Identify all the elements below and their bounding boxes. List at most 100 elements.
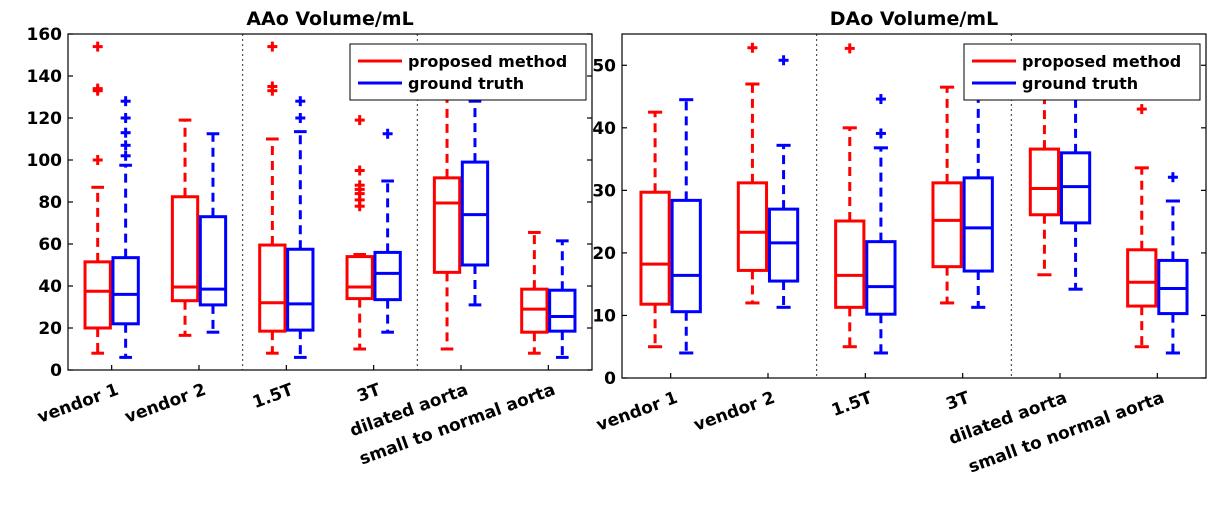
box-iqr bbox=[931, 181, 963, 269]
outlier-marker bbox=[92, 155, 103, 165]
outlier-marker bbox=[92, 83, 103, 94]
box-3 bbox=[834, 43, 866, 349]
legend-box bbox=[349, 43, 587, 101]
x-tick-label: 3T bbox=[944, 388, 973, 415]
chart-title: AAo Volume/mL bbox=[246, 8, 413, 30]
box-4 bbox=[373, 128, 402, 334]
box-1 bbox=[111, 96, 140, 359]
box-iqr bbox=[548, 288, 577, 333]
legend-label: ground truth bbox=[1022, 74, 1138, 93]
box-6 bbox=[1126, 104, 1158, 349]
box-3 bbox=[258, 41, 287, 355]
y-tick-label: 20 bbox=[592, 244, 616, 264]
outlier-marker bbox=[747, 42, 758, 53]
box-2 bbox=[736, 42, 769, 305]
box-1 bbox=[639, 110, 671, 349]
box-iqr bbox=[520, 287, 549, 334]
box-6 bbox=[548, 239, 577, 359]
x-tick-label: vendor 1 bbox=[594, 388, 680, 436]
box-iqr bbox=[962, 176, 994, 273]
outlier-marker bbox=[267, 41, 278, 52]
box-5 bbox=[1059, 88, 1092, 291]
box-iqr bbox=[639, 190, 671, 306]
y-tick-label: 40 bbox=[592, 119, 616, 139]
outlier-marker bbox=[92, 41, 103, 52]
y-tick-label: 20 bbox=[38, 319, 62, 339]
x-tick-label: vendor 1 bbox=[35, 380, 121, 428]
box-iqr bbox=[198, 215, 228, 307]
outlier-marker bbox=[120, 150, 131, 161]
box-3 bbox=[865, 94, 897, 355]
y-tick-label: 160 bbox=[27, 25, 63, 45]
outlier-marker bbox=[875, 128, 886, 139]
box-iqr bbox=[834, 219, 866, 309]
series-ground-truth bbox=[670, 55, 1189, 355]
y-tick-label: 40 bbox=[38, 277, 62, 297]
box-4 bbox=[962, 90, 994, 309]
y-tick-label: 0 bbox=[50, 361, 62, 381]
outlier-marker bbox=[120, 140, 131, 151]
legend-label: proposed method bbox=[408, 52, 567, 71]
box-4 bbox=[345, 115, 374, 351]
box-1 bbox=[670, 98, 702, 355]
outlier-marker bbox=[1136, 104, 1147, 115]
box-iqr bbox=[432, 176, 462, 274]
outlier-marker bbox=[354, 115, 365, 126]
box-iqr bbox=[767, 207, 800, 283]
chart-1: AAo Volume/mL 0 20 40 60 80 100 120 140 160 vendor… bbox=[27, 8, 593, 469]
box-6 bbox=[1157, 172, 1189, 355]
outlier-marker bbox=[875, 94, 886, 105]
box-1 bbox=[83, 41, 112, 355]
y-tick-label: 0 bbox=[604, 369, 616, 389]
legend-label: ground truth bbox=[408, 74, 524, 93]
x-tick-label: 1.5T bbox=[829, 388, 875, 421]
box-iqr bbox=[111, 256, 140, 326]
x-tick-label: 1.5T bbox=[250, 380, 296, 413]
box-iqr bbox=[670, 198, 702, 314]
box-iqr bbox=[865, 240, 897, 316]
box-iqr bbox=[736, 181, 769, 272]
box-iqr bbox=[1157, 258, 1189, 316]
box-2 bbox=[767, 55, 800, 309]
box-5 bbox=[460, 99, 490, 307]
outlier-marker bbox=[120, 113, 131, 123]
outlier-marker bbox=[354, 180, 365, 191]
x-tick-label: 3T bbox=[355, 380, 384, 407]
outlier-marker bbox=[778, 55, 789, 66]
box-3 bbox=[286, 96, 315, 359]
box-iqr bbox=[373, 250, 402, 302]
series-ground-truth bbox=[111, 96, 577, 359]
outlier-marker bbox=[382, 128, 393, 139]
y-tick-label: 140 bbox=[27, 67, 63, 87]
y-tick-label: 60 bbox=[38, 235, 62, 255]
series-proposed-method bbox=[83, 41, 549, 355]
box-5 bbox=[432, 89, 462, 351]
outlier-marker bbox=[295, 113, 306, 123]
legend-label: proposed method bbox=[1022, 52, 1181, 71]
box-iqr bbox=[345, 255, 374, 301]
box-2 bbox=[170, 118, 200, 337]
y-tick-label: 80 bbox=[38, 193, 62, 213]
box-iqr bbox=[258, 243, 287, 333]
x-tick-label: vendor 2 bbox=[691, 388, 777, 436]
box-iqr bbox=[1126, 248, 1158, 308]
y-tick-label: 10 bbox=[592, 306, 616, 326]
y-tick-label: 100 bbox=[27, 151, 63, 171]
x-tick-label: vendor 2 bbox=[122, 380, 208, 428]
plot-frame bbox=[621, 33, 1207, 379]
outlier-marker bbox=[295, 96, 306, 107]
legend: proposed method ground truth bbox=[963, 43, 1201, 101]
outlier-marker bbox=[120, 127, 131, 138]
box-iqr bbox=[83, 260, 112, 330]
chart-2: DAo Volume/mL 0 10 20 30 40 50 vendor 1 vendor 2… bbox=[592, 8, 1207, 477]
box-iqr bbox=[1028, 147, 1061, 217]
y-tick-label: 50 bbox=[592, 56, 616, 76]
outlier-marker bbox=[120, 96, 131, 107]
box-2 bbox=[198, 132, 228, 334]
y-tick-label: 30 bbox=[592, 181, 616, 201]
box-4 bbox=[931, 85, 963, 305]
outlier-marker bbox=[1167, 172, 1178, 183]
outlier-marker bbox=[844, 43, 855, 54]
legend: proposed method ground truth bbox=[349, 43, 587, 101]
